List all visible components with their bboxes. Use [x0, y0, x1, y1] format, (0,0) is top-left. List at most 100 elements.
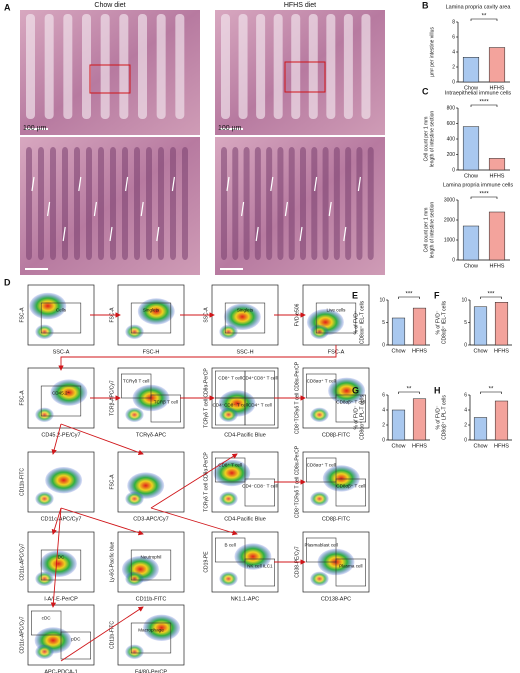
bar — [488, 158, 506, 171]
arrow-marker — [328, 201, 332, 217]
gate-label: DC — [58, 554, 65, 559]
x-tick-label: Chow — [473, 443, 487, 449]
y-tick-label: 800 — [447, 105, 456, 111]
y-tick-label: 600 — [447, 121, 456, 127]
villus — [182, 147, 188, 260]
y-axis-label: Cell count per 1 mm — [423, 117, 429, 162]
gate-label: NK cell ILC1 — [247, 563, 273, 568]
event-cloud — [35, 491, 54, 506]
event-cloud — [125, 407, 144, 422]
villus — [322, 147, 329, 260]
y-axis-label: CD8αα⁺ IEL-T cells — [359, 300, 365, 344]
event-cloud — [137, 298, 175, 325]
y-tick-label: 0 — [464, 342, 467, 348]
villus — [266, 147, 273, 260]
chart-title: Intraepithelial immune cells — [445, 90, 512, 96]
bar — [412, 398, 427, 441]
significance-bracket — [398, 296, 420, 299]
x-axis-label: CD8β-FITC — [322, 432, 350, 438]
y-axis-label: length of intestine section — [429, 111, 435, 168]
villus — [158, 147, 164, 260]
x-tick-label: HFHS — [490, 85, 505, 91]
gate-label: Singlets — [143, 307, 160, 312]
panel-label: E — [352, 290, 358, 300]
gate — [40, 385, 82, 417]
y-axis-label: TCRγδ T cell CD8α-PerCP — [203, 452, 209, 512]
event-cloud — [125, 644, 144, 659]
villus — [62, 147, 68, 260]
villus — [44, 14, 54, 119]
gate-label: CD8αα⁺ T cell — [307, 378, 336, 383]
y-tick-label: 0 — [464, 437, 467, 443]
gate — [305, 457, 337, 483]
arrow-marker — [93, 201, 97, 217]
y-tick-label: 2 — [452, 64, 455, 70]
gate-label: CD4⁻CD8⁻ T cell — [242, 483, 277, 488]
y-axis-label: CD8αβ⁺ IEL-T cells — [441, 300, 447, 344]
event-cloud — [125, 571, 144, 586]
villus — [221, 14, 230, 119]
event-cloud — [322, 465, 360, 492]
villus — [308, 14, 318, 119]
event-cloud — [234, 543, 272, 570]
panel-label: B — [422, 0, 429, 10]
villus — [326, 14, 336, 119]
scale-label: 100 µm — [218, 125, 242, 132]
x-axis-label: CD138-APC — [321, 596, 351, 602]
event-cloud — [219, 407, 238, 422]
y-axis-label: CD11b-FITC — [109, 621, 115, 649]
event-cloud — [310, 571, 329, 586]
gate — [244, 397, 276, 426]
significance-bracket — [398, 391, 420, 394]
bar — [494, 400, 509, 441]
bar — [391, 317, 406, 346]
gate-label: CD4⁺CD8⁺ T cell — [242, 375, 277, 380]
x-tick-label: Chow — [473, 348, 487, 354]
villus — [300, 147, 306, 260]
event-cloud — [213, 459, 251, 487]
villus — [82, 14, 91, 119]
x-tick-label: HFHS — [490, 263, 505, 269]
villus — [26, 14, 35, 119]
gate — [224, 302, 266, 334]
significance-label: ** — [489, 387, 494, 393]
gating-arrow — [60, 507, 144, 536]
bar — [412, 307, 427, 346]
arrow-marker — [125, 176, 129, 192]
y-tick-label: 0 — [382, 342, 385, 348]
villus — [356, 147, 363, 260]
scale-label: 100 µm — [23, 125, 47, 132]
villus — [110, 147, 116, 260]
gate-label: Live cells — [327, 307, 347, 312]
villus — [26, 147, 32, 260]
y-tick-label: 4 — [382, 407, 385, 413]
gate-label: CD45.2⁺ — [52, 390, 71, 395]
significance-bracket — [480, 296, 502, 299]
x-axis-label: CD11b-FITC — [136, 596, 167, 602]
gate-label: TCRγδ T cell — [123, 378, 149, 383]
x-axis-label: CD4-Pacific Blue — [224, 516, 266, 522]
y-tick-label: 6 — [464, 392, 467, 398]
y-axis-label: CD11c-APC/Cy7 — [19, 616, 25, 653]
villus — [345, 147, 352, 260]
x-axis-label: F4/80-PerCP — [135, 669, 167, 673]
gate — [40, 302, 82, 334]
gate — [40, 549, 82, 581]
event-cloud — [310, 324, 329, 339]
gate-label: CD8αβ⁺ T cell — [336, 399, 365, 404]
villus — [243, 147, 250, 260]
image-title: HFHS diet — [284, 2, 316, 9]
y-tick-label: 400 — [447, 136, 456, 142]
villus — [254, 147, 261, 260]
arrow-marker — [156, 226, 160, 242]
x-axis-label: I-A/I-E-PerCP — [44, 596, 78, 602]
gate-label: CD4⁻CD8⁻ T cell — [212, 402, 247, 407]
event-cloud — [35, 644, 54, 659]
y-tick-label: 0 — [452, 167, 455, 173]
gate-label: CD8αα⁺ T cell — [307, 462, 336, 467]
event-cloud — [219, 571, 238, 586]
y-tick-label: 0 — [452, 257, 455, 263]
gating-arrow — [150, 507, 238, 536]
significance-label: ** — [407, 387, 412, 393]
panel-label: H — [434, 385, 441, 395]
